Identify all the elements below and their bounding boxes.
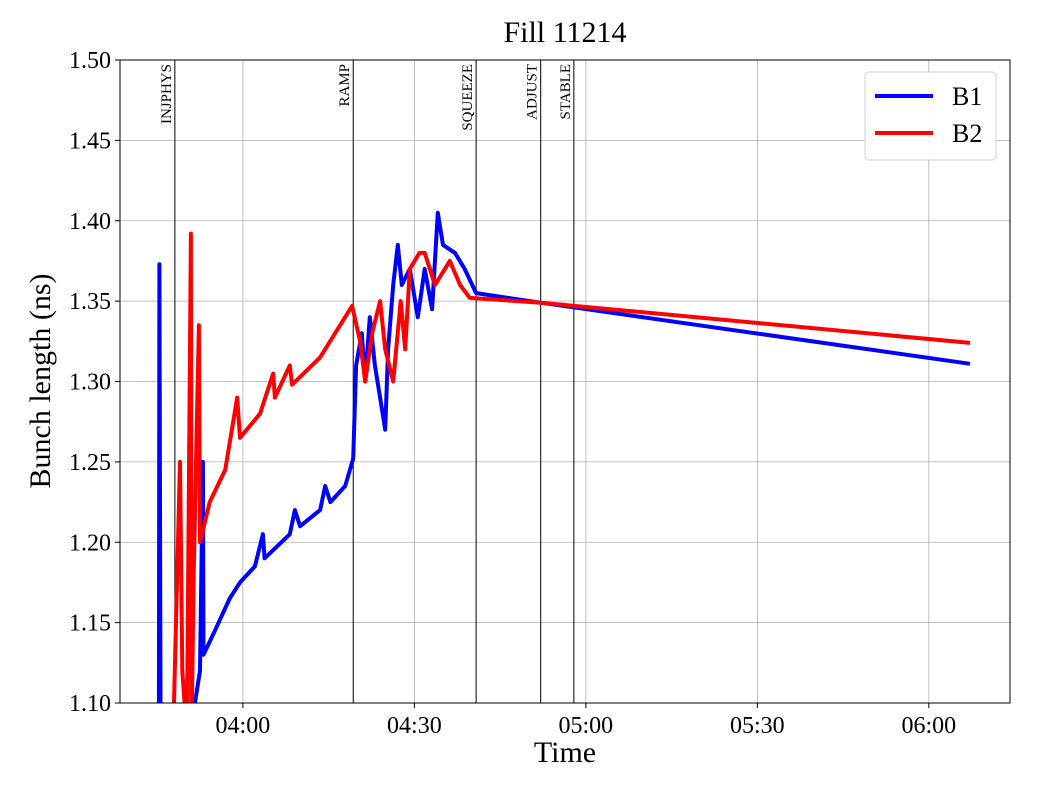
series-line [172, 231, 971, 703]
legend-label: B1 [952, 82, 982, 111]
phase-label: INJPHYS [159, 64, 175, 124]
x-tick-label: 04:30 [387, 713, 442, 739]
legend-label: B2 [952, 119, 982, 148]
y-tick-label: 1.25 [69, 450, 111, 476]
y-tick-label: 1.10 [69, 691, 111, 717]
y-tick-label: 1.50 [69, 48, 111, 74]
chart-title: Fill 11214 [503, 16, 626, 49]
phase-lines: INJPHYS RAMP SQUEEZE ADJUST STABLE [159, 60, 575, 703]
y-tick-label: 1.15 [69, 611, 111, 637]
phase-label: RAMP [337, 64, 353, 107]
y-tick-label: 1.20 [69, 530, 111, 556]
phase-label: STABLE [558, 64, 574, 119]
y-tick-label: 1.45 [69, 128, 111, 154]
y-tick-label: 1.35 [69, 289, 111, 315]
x-tick-label: 04:00 [216, 713, 271, 739]
y-tick-label: 1.40 [69, 209, 111, 235]
x-tick-label: 05:00 [559, 713, 614, 739]
y-axis-label: Bunch length (ns) [24, 274, 57, 489]
series-line [156, 210, 971, 703]
plot-area [156, 210, 971, 703]
x-axis-label: Time [534, 736, 596, 769]
y-tick-label: 1.30 [69, 370, 111, 396]
x-tick-label: 05:30 [730, 713, 785, 739]
phase-label: SQUEEZE [460, 64, 476, 131]
ticks: 1.10 1.15 1.20 1.25 1.30 1.35 1.40 1.45 1.50 04:0… [69, 48, 956, 739]
phase-label: ADJUST [525, 64, 541, 120]
x-tick-label: 06:00 [901, 713, 956, 739]
